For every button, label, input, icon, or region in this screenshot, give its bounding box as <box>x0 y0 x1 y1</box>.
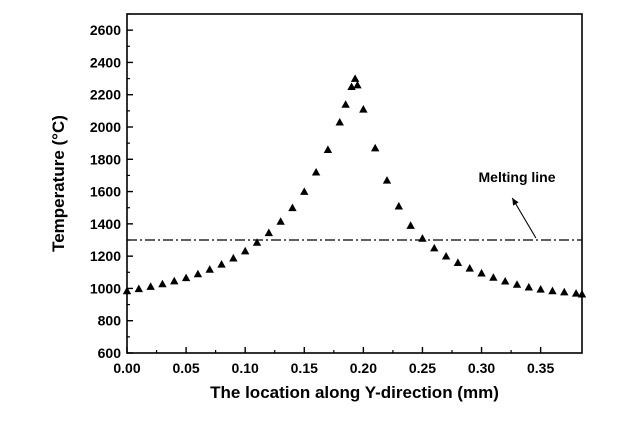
data-point <box>229 253 238 262</box>
data-point <box>341 100 350 108</box>
x-tick-label: 0.20 <box>350 360 377 376</box>
annotation-label: Melting line <box>479 169 556 185</box>
data-point <box>512 280 522 288</box>
y-tick-label: 800 <box>98 313 122 329</box>
plot-frame <box>126 13 583 354</box>
data-point <box>571 289 581 297</box>
x-tick-label: 0.30 <box>468 360 495 376</box>
plot-border <box>126 13 583 354</box>
y-tick-label: 1000 <box>90 280 121 296</box>
data-point <box>560 287 569 296</box>
y-axis-title: Temperature (°C) <box>49 115 68 252</box>
data-point <box>524 282 534 291</box>
data-point <box>353 80 362 89</box>
y-tick-label: 2000 <box>90 119 121 135</box>
data-point <box>181 273 191 282</box>
data-point <box>252 238 262 246</box>
data-point <box>323 145 333 153</box>
data-point <box>577 289 587 298</box>
data-point <box>217 260 226 268</box>
data-point <box>382 176 392 184</box>
x-tick-label: 0.25 <box>409 360 436 376</box>
data-point <box>406 221 415 229</box>
x-axis: 0.00 0.05 0.10 0.15 0.20 0.25 0.30 0.35 <box>113 347 554 376</box>
data-point <box>477 268 486 277</box>
data-point <box>453 258 463 266</box>
data-point <box>288 203 297 212</box>
y-tick-label: 1800 <box>90 151 121 167</box>
data-point <box>300 187 309 195</box>
annotation-arrow <box>511 197 537 239</box>
data-point <box>264 228 274 237</box>
data-point <box>311 168 321 176</box>
data-point <box>359 105 368 113</box>
data-series <box>122 74 587 298</box>
y-axis: 600 800 1000 1200 1400 1600 1800 2000 2200 2400 26… <box>90 13 133 361</box>
data-point <box>158 279 167 288</box>
data-point <box>500 276 510 285</box>
x-tick-label: 0.35 <box>527 360 554 376</box>
data-point <box>370 143 380 152</box>
y-tick-label: 600 <box>98 345 122 361</box>
y-tick-label: 2400 <box>90 54 121 70</box>
x-tick-label: 0.15 <box>291 360 318 376</box>
data-point <box>122 286 132 295</box>
data-point <box>193 269 203 278</box>
data-point <box>205 265 214 273</box>
data-point <box>276 217 285 225</box>
y-tick-label: 2200 <box>90 87 121 103</box>
data-point <box>170 276 179 285</box>
data-point <box>350 74 360 82</box>
annotation-arrowhead <box>512 198 519 206</box>
x-axis-title: The location along Y-direction (mm) <box>210 383 499 402</box>
y-tick-label: 1400 <box>90 216 121 232</box>
x-tick-label: 0.10 <box>232 360 259 376</box>
data-point <box>146 282 155 290</box>
data-point <box>335 117 344 126</box>
data-point <box>394 201 404 210</box>
data-point <box>536 285 545 293</box>
data-point <box>134 284 144 293</box>
data-point <box>418 234 427 242</box>
x-tick-label: 0.00 <box>113 360 140 376</box>
y-tick-label: 1600 <box>90 184 121 200</box>
data-point <box>240 246 250 255</box>
data-point <box>489 273 498 281</box>
y-tick-label: 1200 <box>90 248 121 264</box>
data-point <box>441 251 451 260</box>
annotation-group: Melting line <box>479 169 556 239</box>
data-point <box>430 243 439 252</box>
y-tick-label: 2600 <box>90 22 121 38</box>
data-point <box>465 264 474 272</box>
x-tick-label: 0.05 <box>172 360 199 376</box>
data-point <box>548 286 557 295</box>
